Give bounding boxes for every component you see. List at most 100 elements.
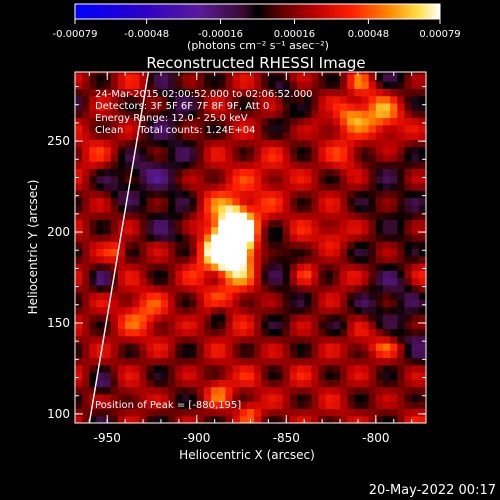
heatmap-cell xyxy=(275,364,284,373)
heatmap-cell xyxy=(325,95,334,104)
heatmap-cell xyxy=(361,248,370,257)
heatmap-cell xyxy=(289,81,298,89)
heatmap-cell xyxy=(254,415,262,423)
heatmap-cell xyxy=(75,255,83,264)
heatmap-cell xyxy=(268,364,277,373)
heatmap-cell xyxy=(318,95,327,104)
heatmap-cell xyxy=(325,262,334,271)
heatmap-cell xyxy=(325,408,334,417)
heatmap-cell xyxy=(103,372,112,380)
heatmap-cell xyxy=(418,393,426,402)
heatmap-cell xyxy=(332,262,341,271)
heatmap-cell xyxy=(168,299,176,308)
heatmap-cell xyxy=(318,73,327,82)
heatmap-cell xyxy=(110,175,119,184)
heatmap-cell xyxy=(311,335,320,344)
heatmap-cell xyxy=(340,364,348,373)
heatmap-cell xyxy=(268,219,277,228)
heatmap-cell xyxy=(125,219,133,228)
heatmap-cell xyxy=(211,117,219,126)
heatmap-cell xyxy=(254,241,262,249)
heatmap-cell xyxy=(418,386,426,395)
heatmap-cell xyxy=(354,408,363,417)
heatmap-cell xyxy=(311,357,320,366)
heatmap-cell xyxy=(325,393,334,402)
heatmap-cell xyxy=(203,175,212,184)
heatmap-cell xyxy=(146,153,155,162)
heatmap-cell xyxy=(203,401,212,410)
heatmap-cell xyxy=(125,386,133,395)
heatmap-cell xyxy=(203,219,212,228)
heatmap-cell xyxy=(397,73,406,82)
heatmap-cell xyxy=(132,284,141,293)
heatmap-cell xyxy=(89,139,98,148)
heatmap-cell xyxy=(318,255,327,264)
heatmap-cell xyxy=(139,233,148,242)
heatmap-cell xyxy=(175,328,184,337)
heatmap-cell xyxy=(211,190,219,199)
heatmap-cell xyxy=(318,408,327,417)
heatmap-cell xyxy=(189,321,198,330)
heatmap-cell xyxy=(89,364,98,373)
heatmap-cell xyxy=(361,270,370,279)
heatmap-cell xyxy=(168,124,176,133)
heatmap-cell xyxy=(347,95,355,104)
heatmap-cell xyxy=(189,72,198,75)
heatmap-cell xyxy=(182,401,191,410)
heatmap-cell xyxy=(354,262,363,271)
heatmap-cell xyxy=(347,342,355,351)
heatmap-cell xyxy=(254,364,262,373)
heatmap-cell xyxy=(182,72,191,75)
heatmap-cell xyxy=(411,270,420,279)
heatmap-cell xyxy=(340,415,348,423)
heatmap-cell xyxy=(289,357,298,366)
heatmap-cell xyxy=(254,335,262,344)
heatmap-cell xyxy=(225,321,234,330)
heatmap-cell xyxy=(175,262,184,271)
heatmap-cell xyxy=(297,270,305,279)
heatmap-cell xyxy=(196,117,205,126)
heatmap-cell xyxy=(125,408,133,417)
heatmap-cell xyxy=(239,350,248,359)
heatmap-cell xyxy=(246,313,255,322)
heatmap-cell xyxy=(196,299,205,308)
heatmap-cell xyxy=(282,342,291,351)
heatmap-cell xyxy=(211,299,219,308)
heatmap-cell xyxy=(411,342,420,351)
heatmap-cell xyxy=(297,277,305,286)
heatmap-cell xyxy=(383,321,391,330)
heatmap-cell xyxy=(354,88,363,97)
heatmap-cell xyxy=(411,401,420,410)
heatmap-cell xyxy=(311,153,320,162)
heatmap-cell xyxy=(383,139,391,148)
heatmap-cell xyxy=(239,241,248,249)
heatmap-cell xyxy=(117,182,126,191)
heatmap-cell xyxy=(383,415,391,423)
heatmap-cell xyxy=(383,248,391,257)
heatmap-cell xyxy=(218,175,227,184)
heatmap-cell xyxy=(168,81,176,89)
heatmap-cell xyxy=(311,139,320,148)
heatmap-cell xyxy=(332,393,341,402)
heatmap-cell xyxy=(110,88,119,97)
heatmap-cell xyxy=(196,415,205,423)
heatmap-cell xyxy=(411,255,420,264)
heatmap-cell xyxy=(261,139,269,148)
heatmap-cell xyxy=(246,401,255,410)
heatmap-cell xyxy=(246,364,255,373)
heatmap-cell xyxy=(225,408,234,417)
heatmap-cell xyxy=(168,72,176,75)
heatmap-cell xyxy=(218,153,227,162)
heatmap-cell xyxy=(211,292,219,300)
heatmap-cell xyxy=(82,73,90,82)
heatmap-cell xyxy=(182,262,191,271)
heatmap-cell xyxy=(311,95,320,104)
heatmap-cell xyxy=(325,124,334,133)
heatmap-cell xyxy=(225,139,234,148)
heatmap-cell xyxy=(304,190,312,199)
heatmap-cell xyxy=(239,212,248,220)
heatmap-cell xyxy=(132,328,141,337)
heatmap-cell xyxy=(189,277,198,286)
heatmap-cell xyxy=(289,219,298,228)
heatmap-cell xyxy=(268,132,277,140)
